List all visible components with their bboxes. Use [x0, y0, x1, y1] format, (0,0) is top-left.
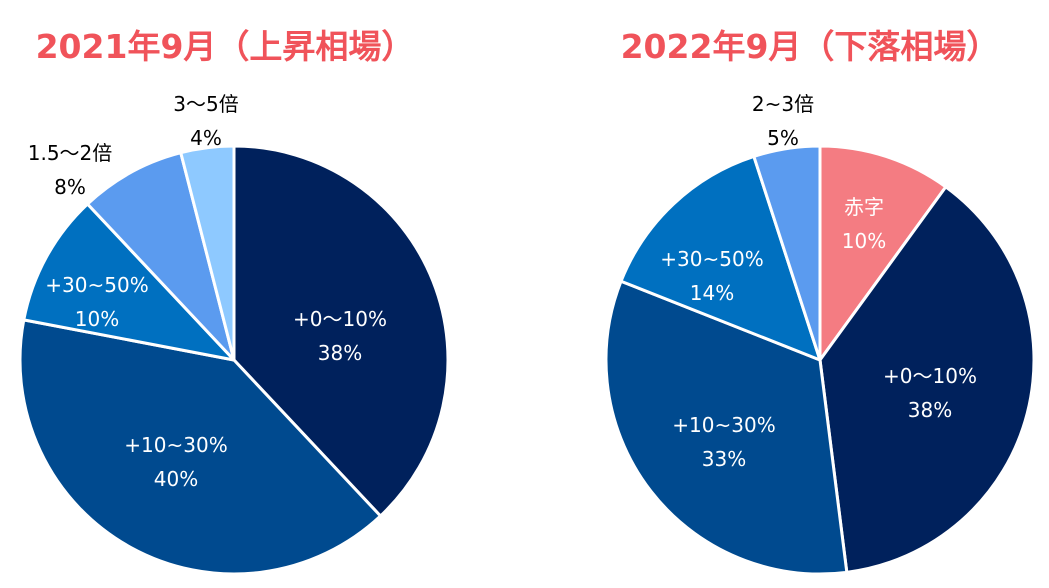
slice-label-2: +10~30%: [672, 413, 775, 437]
slice-value-4: 4%: [190, 126, 222, 150]
slice-value-3: 8%: [54, 175, 86, 199]
pie-slice-4: [179, 144, 236, 362]
slice-value-1: 38%: [908, 398, 952, 422]
slice-value-2: 33%: [702, 447, 746, 471]
pie-slice-2: [604, 279, 849, 576]
pie-chart-2022: 2022年9月（下落相場） 赤字 10% +0〜10% 38% +10~30% 33% +30…: [604, 27, 1036, 576]
pie-slice-0: [818, 144, 948, 362]
slice-label-4: 3〜5倍: [173, 92, 238, 116]
slice-label-1: +0〜10%: [883, 364, 977, 388]
slice-label-0: 赤字: [844, 195, 884, 219]
pie-slice-1: [18, 318, 382, 576]
slice-value-0: 10%: [842, 229, 886, 253]
slice-label-2: +30~50%: [45, 273, 148, 297]
pie-slice-1: [818, 185, 1036, 574]
slice-value-1: 40%: [154, 467, 198, 491]
slice-label-0: +0〜10%: [293, 307, 387, 331]
slice-value-2: 10%: [75, 307, 119, 331]
pie-slice-3: [86, 151, 236, 362]
chart-title: 2022年9月（下落相場）: [621, 27, 1000, 66]
slice-label-3: 1.5〜2倍: [28, 141, 113, 165]
pie-slice-2: [22, 202, 236, 362]
slice-value-3: 14%: [690, 281, 734, 305]
slice-value-0: 38%: [318, 341, 362, 365]
pie-chart-2021: 2021年9月（上昇相場） +0〜10% 38% +10~30% 40% +30~50% 1…: [18, 27, 450, 576]
slice-label-3: +30~50%: [660, 247, 763, 271]
chart-title: 2021年9月（上昇相場）: [36, 27, 415, 66]
slice-value-4: 5%: [767, 126, 799, 150]
slice-label-4: 2~3倍: [752, 92, 814, 116]
slice-label-1: +10~30%: [124, 433, 227, 457]
pie-slice-0: [232, 144, 450, 518]
pie-slice-4: [752, 144, 822, 362]
